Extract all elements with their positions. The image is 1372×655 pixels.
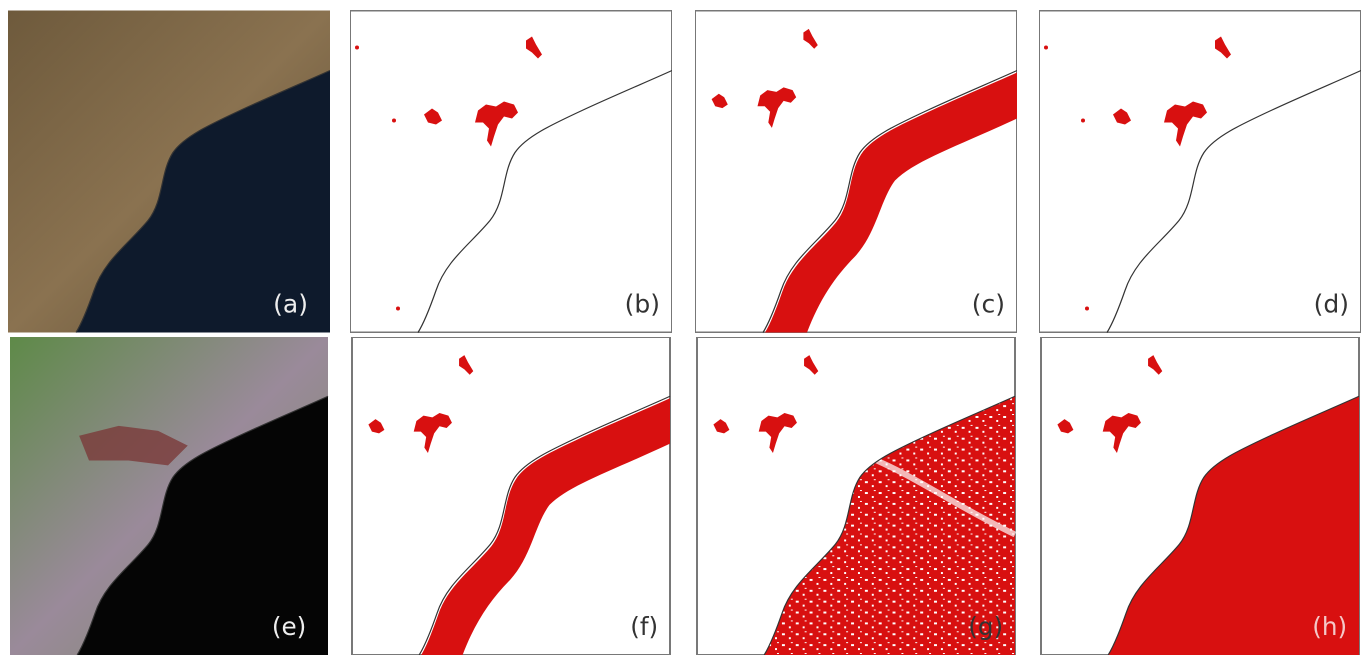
panel-label: (f) (630, 612, 658, 641)
panel-label: (d) (1314, 290, 1349, 319)
panel-f: (f) (307, 337, 670, 655)
panel-d: (d) (1039, 11, 1361, 333)
panel-a: (a) (8, 11, 330, 333)
panel-label: (e) (272, 612, 306, 641)
panel-g: (g) (652, 337, 1015, 655)
panel-label: (h) (1312, 612, 1347, 641)
panel-c: (c) (650, 11, 1018, 333)
panel-label: (g) (968, 612, 1003, 641)
panel-e: (e) (10, 337, 328, 655)
panel-label: (a) (273, 290, 308, 319)
panel-h: (h) (996, 337, 1359, 655)
panel-b: (b) (350, 11, 672, 333)
panel-label: (c) (972, 290, 1005, 319)
panel-label: (b) (625, 290, 660, 319)
figure: (a) (b) (c) (d) (e) (f) (g) (h) (0, 0, 1372, 655)
